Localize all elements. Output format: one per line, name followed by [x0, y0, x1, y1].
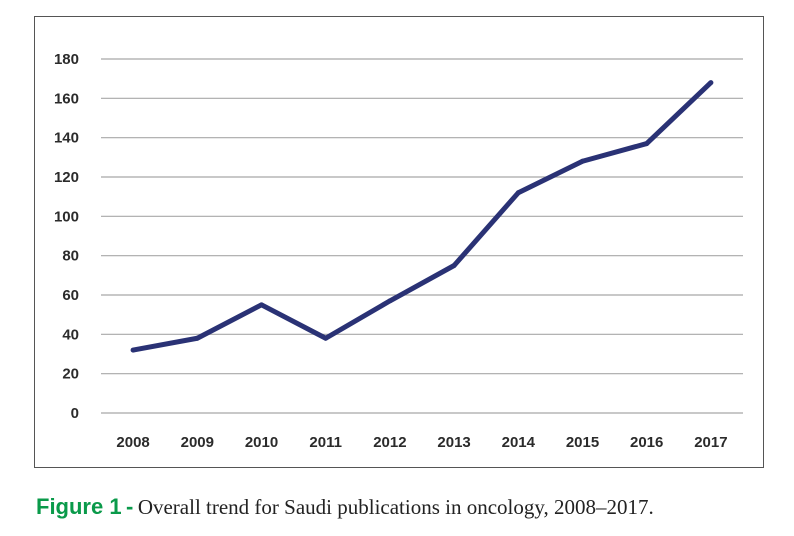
caption-separator: -: [126, 494, 134, 519]
x-axis-ticks: 2008 2009 2010 2011 2012 2013 2014 2015 2016 2017: [116, 434, 727, 451]
x-tick-label: 2015: [566, 434, 599, 451]
data-point: [451, 263, 457, 268]
x-tick-label: 2010: [245, 434, 278, 451]
x-tick-label: 2009: [181, 434, 214, 451]
caption-text: Overall trend for Saudi publications in …: [137, 495, 654, 519]
x-tick-label: 2017: [694, 434, 727, 451]
data-point: [644, 141, 650, 147]
data-point: [323, 335, 329, 341]
y-tick-label: 40: [62, 326, 79, 343]
x-tick-label: 2008: [116, 434, 149, 451]
y-tick-label: 80: [62, 248, 79, 265]
y-tick-label: 140: [54, 130, 79, 147]
data-point: [194, 335, 200, 341]
y-tick-label: 120: [54, 169, 79, 186]
x-tick-label: 2012: [373, 434, 406, 451]
y-tick-label: 20: [62, 366, 79, 383]
gridlines: [101, 58, 743, 414]
x-tick-label: 2013: [437, 434, 470, 451]
y-axis-ticks: 0 20 40 60 80 100 120 140 160 180: [54, 51, 79, 422]
y-tick-label: 60: [62, 287, 79, 304]
series-layer: [130, 80, 714, 353]
y-tick-label: 160: [54, 90, 79, 107]
y-tick-label: 0: [71, 405, 79, 422]
data-point: [708, 80, 714, 86]
figure-label: Figure 1: [36, 494, 122, 519]
figure-caption: Figure 1 - Overall trend for Saudi publi…: [36, 494, 654, 520]
x-tick-label: 2014: [502, 434, 536, 451]
x-tick-label: 2016: [630, 434, 663, 451]
data-point: [130, 347, 136, 353]
line-chart: 0 20 40 60 80 100 120 140 160 180 2008 2009 2010 201…: [54, 51, 743, 451]
data-point: [387, 298, 393, 304]
series-line: [132, 80, 713, 353]
chart-frame: 0 20 40 60 80 100 120 140 160 180 2008 2009 2010 201…: [34, 16, 764, 468]
data-point: [515, 190, 521, 196]
data-point: [580, 158, 585, 164]
y-tick-label: 100: [54, 208, 79, 225]
y-tick-label: 180: [54, 51, 79, 68]
x-tick-label: 2011: [309, 434, 342, 451]
data-point: [259, 302, 264, 308]
